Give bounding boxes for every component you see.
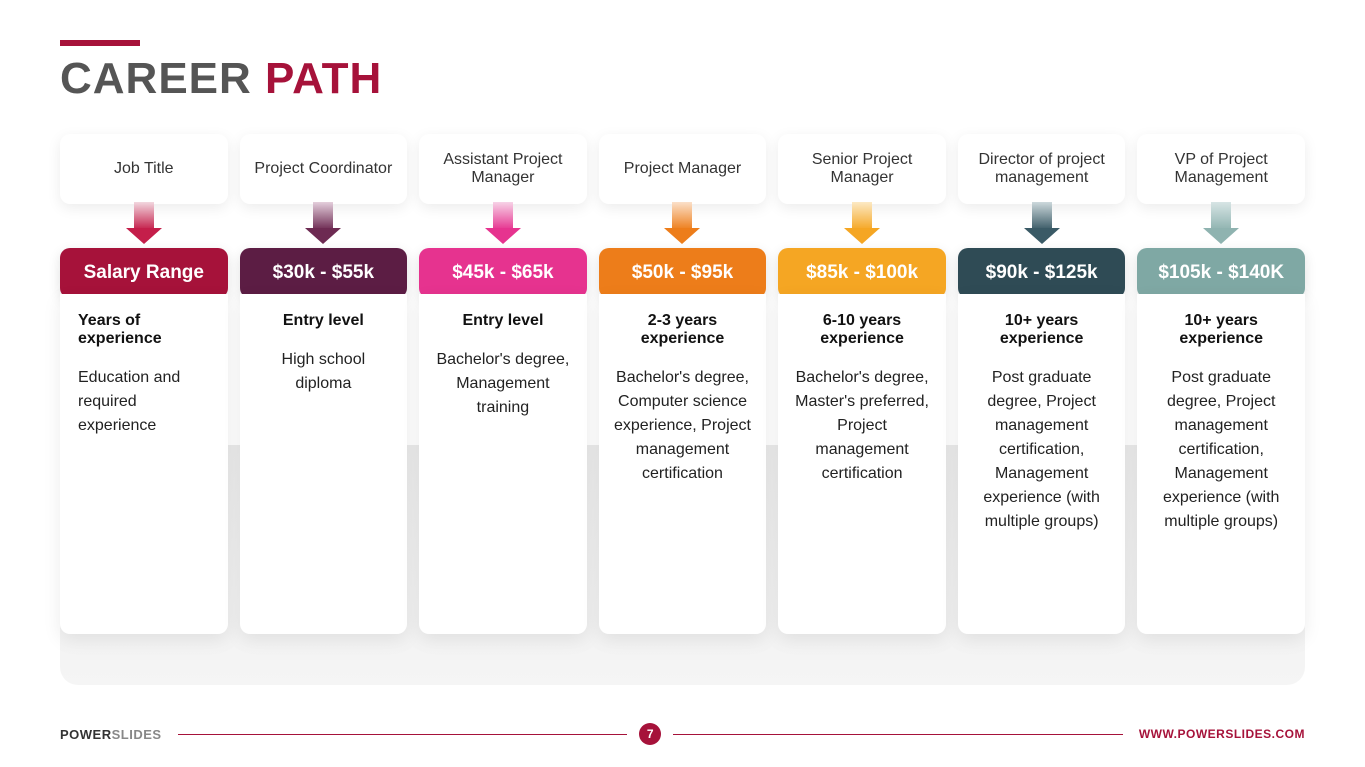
career-column: VP of Project Management$105k - $140K10+… [1137, 134, 1305, 634]
arrow-wrap [958, 202, 1126, 250]
footer-url: WWW.POWERSLIDES.COM [1139, 727, 1305, 741]
footer-brand: POWERSLIDES [60, 727, 162, 742]
detail-box: 6-10 years experience Bachelor's degree, … [778, 294, 946, 634]
detail-box: 2-3 years experience Bachelor's degree, C… [599, 294, 767, 634]
career-column: Project Manager$50k - $95k2-3 years expe… [599, 134, 767, 634]
salary-range: $50k - $95k [599, 248, 767, 298]
experience-label: Entry level [431, 312, 575, 330]
column-header: Project Manager [599, 134, 767, 204]
experience-label: 10+ years experience [1149, 312, 1293, 348]
career-column: Senior Project Manager$85k - $100k6-10 y… [778, 134, 946, 634]
down-arrow-icon [485, 202, 521, 250]
education-label: Education and required experience [78, 366, 216, 438]
salary-range: $85k - $100k [778, 248, 946, 298]
education-label: Post graduate degree, Project management… [970, 366, 1114, 534]
arrow-wrap [599, 202, 767, 250]
down-arrow-icon [126, 202, 162, 250]
page-number: 7 [639, 723, 661, 745]
career-column: Project Coordinator$30k - $55kEntry leve… [240, 134, 408, 634]
column-header: Assistant Project Manager [419, 134, 587, 204]
down-arrow-icon [1203, 202, 1239, 250]
experience-label: Entry level [252, 312, 396, 330]
arrow-wrap [60, 202, 228, 250]
education-label: Bachelor's degree, Computer science expe… [611, 366, 755, 486]
education-label: Post graduate degree, Project management… [1149, 366, 1293, 534]
arrow-wrap [778, 202, 946, 250]
arrow-wrap [1137, 202, 1305, 250]
career-column: Assistant Project Manager$45k - $65kEntr… [419, 134, 587, 634]
column-header: Senior Project Manager [778, 134, 946, 204]
column-header: Director of project management [958, 134, 1126, 204]
career-column: Director of project management $90k - $12… [958, 134, 1126, 634]
down-arrow-icon [844, 202, 880, 250]
column-header: Job Title [60, 134, 228, 204]
experience-label: Years of experience [78, 312, 216, 348]
salary-range: Salary Range [60, 248, 228, 298]
education-label: High school diploma [252, 348, 396, 396]
salary-range: $30k - $55k [240, 248, 408, 298]
title-accent-bar [60, 40, 140, 46]
footer-line-right [673, 734, 1123, 735]
down-arrow-icon [1024, 202, 1060, 250]
salary-range: $45k - $65k [419, 248, 587, 298]
column-header: VP of Project Management [1137, 134, 1305, 204]
salary-range: $90k - $125k [958, 248, 1126, 298]
slide-title: CAREER PATH [60, 54, 1305, 104]
detail-box: Years of experience Education and require… [60, 294, 228, 634]
education-label: Bachelor's degree, Management training [431, 348, 575, 420]
detail-box: Entry level High school diploma [240, 294, 408, 634]
title-word-1: CAREER [60, 54, 252, 103]
arrow-wrap [240, 202, 408, 250]
slide-footer: POWERSLIDES 7 WWW.POWERSLIDES.COM [60, 723, 1305, 745]
experience-label: 6-10 years experience [790, 312, 934, 348]
arrow-wrap [419, 202, 587, 250]
footer-line-left [178, 734, 628, 735]
career-columns: Job TitleSalary RangeYears of experience… [60, 134, 1305, 634]
column-header: Project Coordinator [240, 134, 408, 204]
title-word-2: PATH [265, 54, 382, 103]
down-arrow-icon [305, 202, 341, 250]
detail-box: Entry level Bachelor's degree, Management… [419, 294, 587, 634]
experience-label: 10+ years experience [970, 312, 1114, 348]
detail-box: 10+ years experience Post graduate degree… [958, 294, 1126, 634]
salary-range: $105k - $140K [1137, 248, 1305, 298]
detail-box: 10+ years experience Post graduate degree… [1137, 294, 1305, 634]
slide: CAREER PATH Job TitleSalary RangeYears o… [0, 0, 1365, 767]
education-label: Bachelor's degree, Master's preferred, P… [790, 366, 934, 486]
experience-label: 2-3 years experience [611, 312, 755, 348]
down-arrow-icon [664, 202, 700, 250]
career-column: Job TitleSalary RangeYears of experience… [60, 134, 228, 634]
